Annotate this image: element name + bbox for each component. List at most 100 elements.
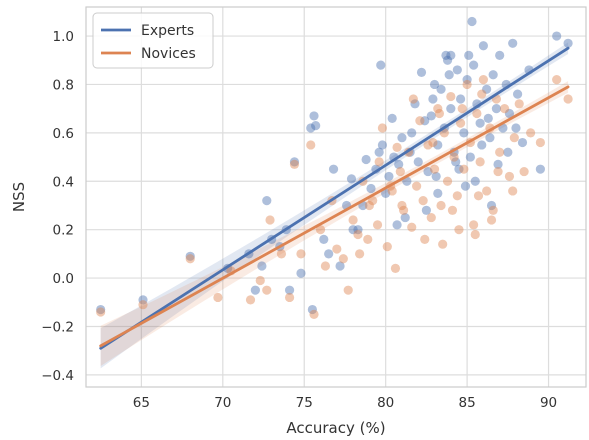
y-tick-label: 0.0 [53, 271, 74, 287]
scatter-point [416, 67, 427, 77]
scatter-point [465, 152, 475, 162]
scatter-point [499, 104, 510, 114]
scatter-point [488, 205, 498, 215]
scatter-point [488, 70, 498, 80]
scatter-point [460, 181, 471, 191]
scatter-point [486, 200, 497, 211]
scatter-point [319, 234, 329, 244]
scatter-point [457, 104, 467, 114]
scatter-point [485, 133, 495, 143]
scatter-point [477, 89, 487, 99]
scatter-point [512, 89, 523, 99]
scatter-point [328, 164, 339, 174]
y-tick-label: 0.4 [53, 174, 74, 190]
scatter-point [475, 157, 485, 167]
scatter-point [436, 84, 446, 94]
scatter-point [426, 212, 436, 223]
scatter-point [355, 249, 365, 259]
scatter-point [421, 205, 431, 215]
y-axis-ticks: −0.4 −0.2 0.0 0.2 0.4 0.6 0.8 1.0 [41, 29, 74, 384]
scatter-point [332, 244, 342, 254]
scatter-point [504, 108, 515, 119]
scatter-point [262, 196, 272, 206]
scatter-point [390, 263, 401, 274]
scatter-point [428, 137, 438, 148]
confidence-bands [100, 42, 569, 369]
scatter-point [415, 116, 425, 126]
regression-lines [99, 46, 570, 350]
scatter-point [410, 99, 420, 109]
scatter-point [475, 118, 485, 128]
plot-frame [85, 6, 587, 388]
y-tick-label: 1.0 [53, 29, 74, 45]
scatter-point [315, 225, 326, 235]
scatter-point [442, 176, 453, 186]
scatter-point [493, 159, 503, 169]
scatter-point [276, 249, 287, 259]
scatter-point [387, 186, 397, 196]
scatter-point [348, 215, 358, 225]
scatter-point [517, 137, 528, 148]
scatter-point [519, 166, 529, 177]
scatter-point [423, 166, 433, 177]
scatter-point [418, 196, 428, 206]
scatter-point [483, 113, 493, 123]
scatter-point [412, 181, 422, 191]
scatter-point [509, 133, 519, 143]
scatter-point [563, 94, 573, 104]
scatter-point [464, 50, 474, 61]
scatter-point [296, 249, 306, 259]
scatter-point [138, 300, 148, 310]
scatter-point [413, 157, 423, 167]
scatter-point [552, 75, 562, 85]
scatter-point [364, 200, 374, 211]
scatter-point [563, 38, 573, 48]
scatter-point [433, 104, 443, 114]
scatter-point [353, 225, 363, 235]
x-tick-label: 70 [214, 395, 231, 411]
scatter-point [377, 123, 388, 133]
scatter-point [508, 38, 518, 48]
scatter-point [306, 123, 316, 133]
scatter-point [478, 75, 488, 85]
scatter-point [213, 292, 223, 303]
scatter-point [374, 147, 384, 157]
scatter-point [255, 275, 265, 286]
scatter-point [346, 174, 357, 184]
scatter-point [420, 116, 430, 126]
x-tick-label: 80 [377, 395, 394, 411]
scatter-point [348, 225, 358, 235]
scatter-point [452, 191, 462, 201]
scatter-point [250, 285, 260, 295]
x-axis-ticks: 65 70 75 80 85 90 [133, 395, 557, 411]
scatter-point [508, 186, 518, 196]
scatter-point [245, 295, 256, 305]
scatter-point [262, 285, 272, 295]
scatter-point [363, 234, 373, 244]
scatter-point [514, 99, 524, 109]
scatter-point [470, 229, 480, 240]
scatter-point [493, 166, 503, 177]
scatter-point [446, 50, 456, 61]
scatter-point [376, 60, 386, 70]
scatter-point [447, 205, 458, 215]
scatter-point [353, 229, 363, 240]
x-tick-label: 90 [540, 395, 557, 411]
scatter-point [423, 140, 433, 150]
scatter-point [482, 84, 492, 94]
scatter-point [469, 220, 479, 230]
scatter-point [431, 171, 441, 182]
scatter-point [449, 152, 459, 162]
confidence-band [100, 81, 569, 366]
scatter-point [397, 200, 407, 211]
scatter-point [455, 94, 466, 104]
scatter-point [309, 309, 319, 319]
scatter-point [307, 304, 317, 315]
scatter-point [387, 113, 397, 123]
y-tick-label: 0.2 [53, 223, 74, 239]
scatter-point [482, 186, 492, 196]
regression-line [99, 85, 570, 348]
scatter-point [451, 157, 461, 167]
scatter-point [320, 261, 331, 271]
scatter-point [306, 140, 316, 150]
